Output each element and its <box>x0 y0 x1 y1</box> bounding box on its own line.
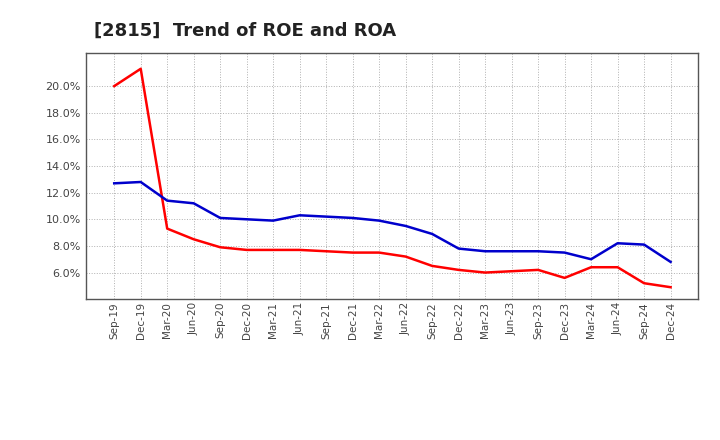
Legend: ROE, ROA: ROE, ROA <box>304 434 481 440</box>
Text: [2815]  Trend of ROE and ROA: [2815] Trend of ROE and ROA <box>94 22 396 40</box>
